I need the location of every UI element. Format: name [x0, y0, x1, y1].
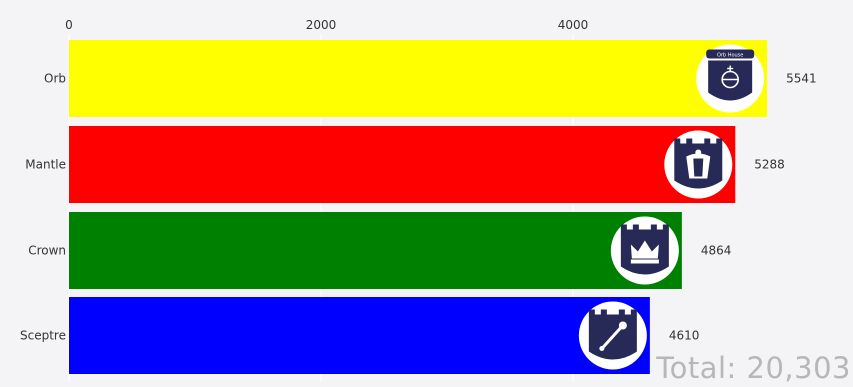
value-label: 5541	[786, 72, 817, 86]
bar-orb	[69, 40, 768, 117]
category-label: Orb	[44, 72, 66, 86]
category-label: Crown	[28, 244, 66, 258]
orb-house-badge-icon: Orb House	[696, 44, 765, 113]
value-label: 5288	[754, 158, 785, 172]
mantle-house-badge-icon	[664, 130, 733, 199]
value-label: 4610	[669, 329, 700, 343]
badge-text: Orb House	[717, 53, 743, 59]
value-label: 4864	[701, 244, 732, 258]
x-tick-label: 2000	[306, 18, 337, 32]
x-tick-label: 0	[65, 18, 73, 32]
bar-sceptre	[69, 297, 650, 374]
category-label: Mantle	[25, 158, 66, 172]
crown-house-badge-icon	[610, 216, 679, 285]
sceptre-house-badge-icon	[578, 301, 647, 370]
total-label: Total: 20,303	[656, 351, 851, 385]
x-tick-label: 4000	[558, 18, 589, 32]
bar-crown	[69, 212, 682, 289]
category-label: Sceptre	[20, 329, 66, 343]
bar-mantle	[69, 126, 736, 203]
